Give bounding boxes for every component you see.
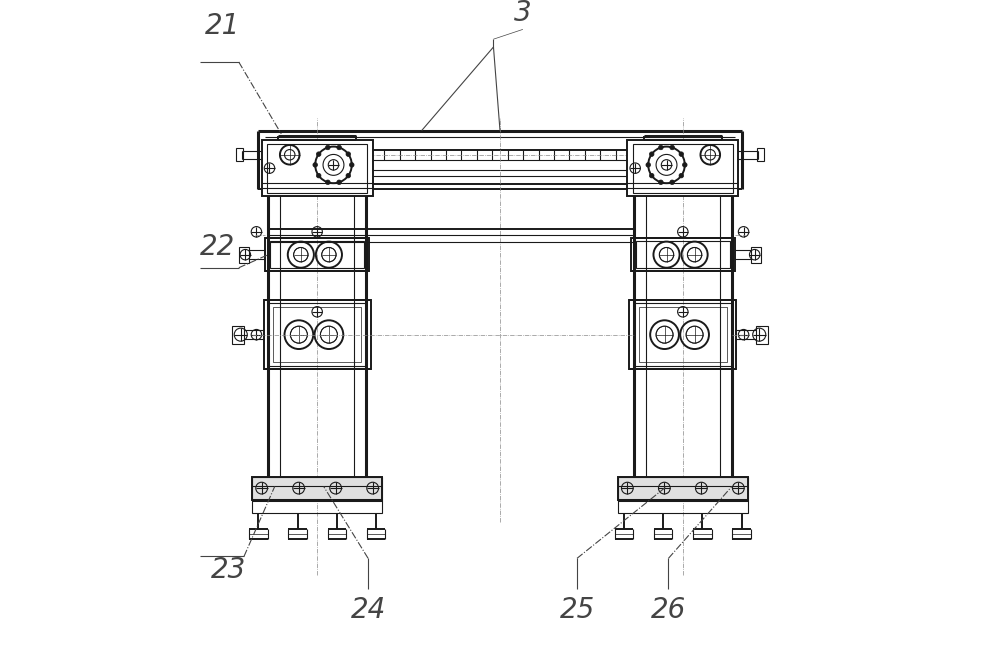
Circle shape bbox=[313, 163, 317, 167]
Circle shape bbox=[649, 152, 654, 157]
Circle shape bbox=[349, 163, 354, 167]
Circle shape bbox=[679, 173, 684, 178]
Bar bbox=[631, 238, 735, 271]
Circle shape bbox=[646, 163, 651, 167]
Bar bbox=[252, 477, 382, 500]
Bar bbox=[270, 241, 364, 268]
Text: 22: 22 bbox=[200, 233, 236, 261]
Bar bbox=[633, 144, 733, 193]
Bar bbox=[757, 148, 764, 161]
Bar bbox=[756, 325, 768, 343]
Circle shape bbox=[337, 145, 341, 150]
Text: 3: 3 bbox=[514, 0, 532, 27]
Bar bbox=[751, 247, 761, 263]
Circle shape bbox=[649, 173, 654, 178]
Bar bbox=[252, 477, 382, 513]
Bar bbox=[618, 477, 748, 513]
Bar bbox=[267, 144, 367, 193]
Bar bbox=[268, 303, 366, 366]
Bar bbox=[265, 238, 369, 271]
Bar bbox=[639, 307, 727, 362]
Circle shape bbox=[316, 152, 321, 157]
Bar bbox=[273, 307, 361, 362]
Text: 24: 24 bbox=[350, 596, 386, 624]
Circle shape bbox=[326, 145, 330, 150]
Circle shape bbox=[659, 180, 663, 185]
Circle shape bbox=[316, 173, 321, 178]
Circle shape bbox=[679, 152, 684, 157]
Text: 26: 26 bbox=[651, 596, 686, 624]
Bar bbox=[636, 241, 730, 268]
Bar bbox=[627, 140, 738, 196]
Circle shape bbox=[346, 152, 351, 157]
Bar bbox=[239, 247, 249, 263]
Text: 25: 25 bbox=[559, 596, 595, 624]
Circle shape bbox=[670, 145, 674, 150]
Bar bbox=[264, 300, 371, 369]
Circle shape bbox=[326, 180, 330, 185]
Circle shape bbox=[337, 180, 341, 185]
Bar bbox=[629, 300, 736, 369]
Circle shape bbox=[670, 180, 674, 185]
Circle shape bbox=[683, 163, 687, 167]
Bar bbox=[232, 325, 244, 343]
Bar bbox=[262, 140, 373, 196]
Circle shape bbox=[346, 173, 351, 178]
Text: 23: 23 bbox=[211, 556, 247, 584]
Bar bbox=[618, 477, 748, 500]
Text: 21: 21 bbox=[205, 12, 240, 40]
Bar bbox=[634, 303, 732, 366]
Bar bbox=[236, 148, 243, 161]
Circle shape bbox=[659, 145, 663, 150]
